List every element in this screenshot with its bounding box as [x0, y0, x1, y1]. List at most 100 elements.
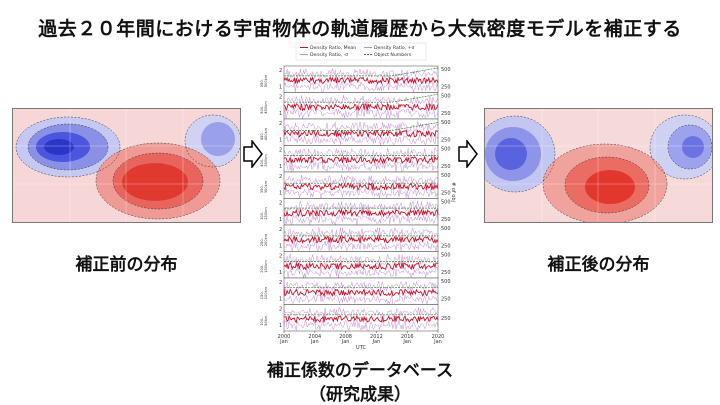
label-before-correction: 補正前の分布: [75, 255, 178, 275]
panel-altitude-label: 100km: [264, 286, 268, 299]
density-mean-line: [283, 102, 439, 112]
panel-right-tick: 250: [441, 85, 451, 91]
density-ratio-chart-svg: Density Ratio, Mean Density Ratio, +σ Dens…: [260, 42, 456, 351]
x-tick-label: 2004: [308, 334, 321, 340]
x-tick-label: 2016: [401, 334, 414, 340]
density-mean-line: [283, 261, 439, 271]
panel-right-tick: 250: [441, 244, 451, 250]
panel-left-tick: 2: [279, 254, 282, 260]
panel-right-tick: 250: [441, 297, 451, 303]
sigma-plus-line: [283, 68, 439, 80]
panel-right-tick: 500: [441, 279, 451, 285]
caption-database: 補正係数のデータベース: [266, 361, 454, 381]
panel-left-tick: 1: [279, 111, 282, 117]
panel-right-tick: 250: [441, 138, 451, 144]
panel-altitude-label: 200-: [260, 264, 264, 273]
x-tick-label: Jan: [341, 339, 350, 345]
sigma-plus-line: [284, 253, 439, 266]
density-mean-line: [283, 287, 439, 297]
panel-altitude-label: 500-: [260, 105, 264, 114]
sigma-plus-line: [283, 146, 439, 160]
object-numbers-line: [284, 93, 439, 103]
legend-entry: Object Numbers: [374, 52, 412, 58]
panel-right-tick: 500: [441, 253, 451, 259]
right-axis-label: # of obj: [450, 182, 456, 202]
density-mean-line: [283, 208, 439, 218]
panel-left-tick: 2: [279, 307, 282, 313]
panel-altitude-label: 300-: [260, 211, 264, 220]
legend-entry: Density Ratio, +σ: [374, 45, 414, 51]
x-tick-label: 2008: [339, 334, 352, 340]
legend-entry: Density Ratio, -σ: [310, 52, 348, 58]
density-ratio-chart: Density Ratio, Mean Density Ratio, +σ Dens…: [252, 42, 460, 360]
object-numbers-line: [284, 67, 439, 77]
sigma-minus-line: [283, 213, 439, 226]
sigma-minus-line: [283, 160, 439, 174]
panel-left-tick: 1: [279, 85, 282, 91]
sigma-minus-line: [283, 240, 439, 252]
panel-altitude-label: 250-: [260, 237, 264, 246]
panel-right-tick: 500: [441, 94, 451, 100]
panel-right-tick: 500: [441, 120, 451, 126]
panel-left-tick: 1: [279, 138, 282, 144]
sigma-plus-line: [283, 306, 439, 319]
panel-altitude-label: 450-: [260, 131, 264, 140]
sigma-minus-line: [283, 80, 439, 93]
right-arrow-icon: [458, 138, 478, 172]
panel-altitude-label: 500km: [264, 74, 268, 87]
sigma-plus-line: [283, 174, 439, 187]
panel-right-tick: 250: [441, 164, 451, 170]
x-tick-label: Jan: [279, 339, 288, 345]
density-map-before-graphic: [13, 109, 240, 222]
panel-right-tick: 250: [441, 191, 451, 197]
panel-right-tick: 250: [441, 270, 451, 276]
panel-altitude-label: 50km: [264, 315, 268, 326]
x-tick-label: Jan: [402, 339, 411, 345]
panel-altitude-label: 200km: [264, 233, 268, 246]
density-map-before: [12, 108, 241, 223]
panel-left-tick: 2: [279, 121, 282, 127]
panel-right-tick: 500: [441, 200, 451, 206]
panel-altitude-label: 150-: [260, 290, 264, 299]
x-tick-label: Jan: [433, 339, 442, 345]
page-title: 過去２０年間における宇宙物体の軌道履歴から大気密度モデルを補正する: [38, 18, 682, 40]
chart-legend: [295, 42, 427, 61]
density-mean-line: [283, 75, 439, 85]
density-map-after-graphic: [485, 109, 712, 222]
sigma-plus-line: [283, 121, 439, 134]
object-numbers-line: [284, 122, 439, 131]
panel-left-tick: 2: [279, 227, 282, 233]
panel-left-tick: 2: [279, 95, 282, 101]
panel-right-tick: 250: [441, 217, 451, 223]
panel-left-tick: 1: [279, 191, 282, 197]
density-map-after: [484, 108, 713, 223]
right-arrow-icon: [243, 138, 263, 172]
panel-left-tick: 1: [279, 270, 282, 276]
density-mean-line: [283, 234, 439, 245]
legend-entry: Density Ratio, Mean: [310, 45, 356, 51]
panel-right-tick: 500: [441, 226, 451, 232]
panel-left-tick: 1: [279, 217, 282, 223]
density-mean-line: [283, 182, 439, 192]
panel-altitude-label: 300km: [264, 180, 268, 193]
chart-panel: [283, 118, 439, 146]
panel-altitude-label: 550-: [260, 78, 264, 87]
sigma-minus-line: [283, 266, 439, 279]
sigma-minus-line: [283, 107, 439, 119]
panel-altitude-label: 350km: [264, 154, 268, 167]
sigma-minus-line: [283, 294, 439, 306]
x-tick-label: Jan: [310, 339, 319, 345]
sigma-minus-line: [283, 134, 439, 147]
panel-left-tick: 1: [279, 244, 282, 250]
panel-right-tick: 500: [441, 173, 451, 179]
panel-altitude-label: 400-: [260, 158, 264, 167]
panel-left-tick: 2: [279, 280, 282, 286]
x-tick-label: 2020: [432, 334, 445, 340]
panel-left-tick: 1: [279, 323, 282, 329]
panel-left-tick: 1: [279, 164, 282, 170]
panel-altitude-label: 150km: [264, 260, 268, 273]
panel-altitude-label: 450km: [264, 101, 268, 114]
label-after-correction: 補正後の分布: [547, 255, 650, 275]
sigma-plus-line: [283, 280, 439, 292]
sigma-plus-line: [283, 95, 439, 107]
